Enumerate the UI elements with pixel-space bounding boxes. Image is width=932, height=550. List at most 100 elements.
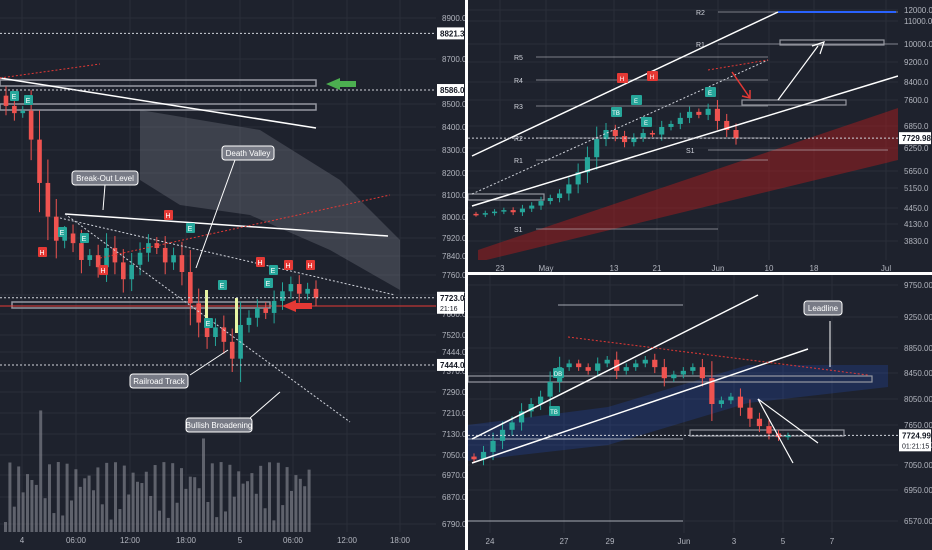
candle-body [642,359,648,364]
left-chart-panel[interactable]: E E H E E H E H E E H E H H E Death Valley Break-Out Lev… [0,0,465,550]
volume-bar [8,462,12,532]
signal-marker-label: TB [550,410,558,416]
volume-bar [184,488,188,532]
candle-body [510,210,516,213]
price-axis-label: 7600.0 [904,96,929,105]
volume-bar [30,480,34,532]
price-axis-label: 8500.0 [442,100,465,109]
level-box [0,79,317,87]
signal-marker [549,406,560,416]
candle-body [687,111,693,118]
price-tag-bg [437,291,464,314]
top-right-chart-panel[interactable]: R2 R1 R5 R4 R3 R2 R1 S1 S1 TB E E E H H 12000.0 11000.0 1… [468,0,932,272]
volume-bar [92,490,95,532]
candle-body [288,284,294,292]
volume-bar [290,490,293,532]
candle-body [604,359,610,364]
annotation-callout [71,170,139,186]
candle-body [255,308,260,318]
price-tag-label: 7724.99 [902,431,931,440]
candle-body [680,370,686,375]
candle-body [728,396,734,401]
panel-divider-horizontal[interactable] [468,272,932,275]
bottom-right-chart-panel[interactable]: DB TB Leadline 9750.00 9250.00 8850.00 8450.00… [468,275,932,550]
pivot-label: R2 [696,10,705,17]
candle-body [785,435,791,438]
candle-body [246,317,252,325]
signal-marker [611,107,622,117]
price-axis-label: 8400.0 [904,78,929,87]
candle-body [547,198,553,202]
candle-body [668,123,674,127]
volume-bar [61,515,65,532]
volume-bar [294,475,298,532]
candle-body [509,422,515,430]
signal-marker [38,247,47,257]
projection-arrow [777,41,825,101]
volume-bar [83,478,87,532]
candle-body [595,363,601,371]
trendline-dotted [567,336,869,376]
price-axis-label: 7840.0 [442,252,465,261]
volume-bar [136,481,139,532]
candle-body [633,363,639,368]
signal-marker [705,87,716,97]
candle-body [538,201,544,206]
signal-marker-label: H [285,263,290,270]
price-axis-label: 8000.0 [442,213,465,222]
signal-marker [641,117,652,127]
volume-bar [65,463,69,532]
signal-marker-label: H [650,75,654,81]
price-axis-label: 7370.0 [442,367,465,376]
annotation-label: Bullish Broadening [186,421,253,430]
price-axis-label: 8900.0 [442,14,465,23]
panel-divider-vertical[interactable] [465,0,468,550]
price-axis-label: 7760.0 [442,271,465,280]
price-axis-label: 7600.0 [442,310,465,319]
signal-marker-label: E [220,283,225,290]
time-axis-label: May [538,264,553,272]
price-axis-label: 3830.0 [904,237,929,246]
volume-bar [56,462,60,532]
bottom-right-chart-svg[interactable]: DB TB Leadline 9750.00 9250.00 8850.00 8450.00… [468,275,932,550]
price-axis-label: 6870.0 [442,493,465,502]
price-axis-label: 7650.00 [904,421,932,430]
annotation-callout [221,145,275,161]
price-axis-label: 10000.0 [904,40,932,49]
volume-bar [149,495,153,532]
price-tag-label: 8586.0 [440,86,465,95]
candle-body [196,303,202,323]
candle-body [12,105,17,114]
level-box [468,193,545,201]
pivot-label: R3 [514,104,523,111]
price-axis-label: 12000.0 [904,6,932,15]
time-axis-label: 5 [781,537,786,546]
signal-marker-label: DB [554,372,562,378]
candle-body [519,208,525,213]
top-right-chart-svg[interactable]: R2 R1 R5 R4 R3 R2 R1 S1 S1 TB E E E H H 12000.0 11000.0 1… [468,0,932,272]
signal-marker [58,227,67,237]
volume-bar [162,462,166,532]
price-axis-label: 9200.0 [904,58,929,67]
annotation-callout [129,373,189,389]
time-axis-label: 18:00 [176,536,197,545]
signal-marker [204,318,213,328]
signal-marker-label: E [644,121,648,127]
ichimoku-cloud [468,365,888,461]
signal-marker [631,95,642,105]
time-axis-label: Jun [712,264,725,272]
annotation-pointer [189,349,229,376]
time-axis-bg [468,260,932,272]
volume-bar [12,506,16,532]
signal-marker-label: H [257,260,262,267]
price-axis-label: 7920.0 [442,234,465,243]
signal-marker-label: H [100,268,105,275]
volume-bar [237,471,241,532]
candle-body [3,95,9,106]
volume-bar [246,481,249,532]
signal-marker-label: E [82,236,87,243]
candle-body [528,404,534,412]
candle-body [557,193,563,199]
candle-body [221,327,227,342]
